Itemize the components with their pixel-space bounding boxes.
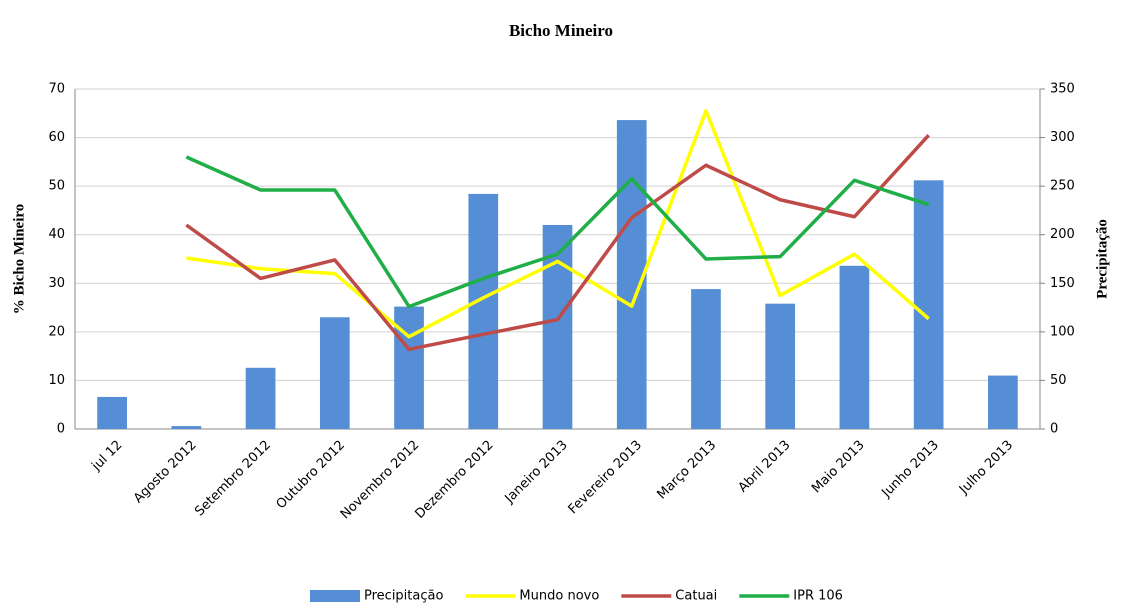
- line: [186, 109, 930, 339]
- bar: [839, 265, 870, 429]
- x-tick-label: Janeiro 2013: [502, 438, 571, 507]
- y2-tick-label: 150: [1050, 276, 1075, 291]
- bar: [468, 193, 499, 429]
- x-tick-label: Fevereiro 2013: [566, 438, 645, 517]
- bar: [171, 426, 202, 429]
- bar: [913, 180, 944, 429]
- x-tick-label: Maio 2013: [809, 438, 868, 497]
- x-tick-label: Junho 2013: [879, 438, 942, 501]
- y-tick-label: 40: [48, 227, 65, 242]
- bar: [97, 396, 127, 429]
- legend-swatch: [310, 590, 360, 602]
- x-tick-label: Outubro 2012: [274, 438, 348, 512]
- y2-tick-label: 100: [1050, 324, 1075, 339]
- bar: [245, 367, 276, 429]
- bar: [691, 289, 721, 429]
- legend-label: Mundo novo: [519, 589, 599, 604]
- x-tick-label: Julho 2013: [956, 438, 1016, 498]
- y-axis-label: % Bicho Mineiro: [11, 204, 27, 315]
- x-tick-label: Abril 2013: [736, 438, 794, 496]
- y-tick-label: 0: [57, 422, 65, 437]
- x-tick-label: jul 12: [89, 438, 126, 475]
- y2-tick-label: 200: [1050, 227, 1075, 242]
- y-tick-label: 50: [48, 179, 65, 194]
- legend-label: Precipitação: [364, 589, 443, 604]
- y2-tick-label: 300: [1050, 130, 1075, 145]
- y-tick-label: 60: [48, 130, 65, 145]
- y2-tick-label: 0: [1050, 422, 1058, 437]
- bar: [765, 303, 796, 429]
- y-tick-label: 10: [48, 373, 65, 388]
- legend-label: IPR 106: [793, 589, 843, 604]
- x-tick-label: Agosto 2012: [131, 438, 200, 507]
- y2-axis-label: Precipitação: [1094, 219, 1110, 299]
- y-tick-label: 20: [48, 324, 65, 339]
- y2-tick-label: 350: [1050, 82, 1075, 97]
- line: [185, 155, 930, 309]
- x-tick-label: Dezembro 2012: [412, 438, 496, 522]
- y2-tick-label: 50: [1050, 373, 1067, 388]
- line: [185, 133, 930, 352]
- bar: [616, 120, 647, 429]
- legend-label: Catuai: [675, 589, 717, 604]
- bar: [988, 375, 1018, 429]
- chart-title: Bicho Mineiro: [509, 21, 613, 40]
- y-tick-label: 70: [48, 82, 65, 97]
- x-tick-label: Março 2013: [655, 438, 720, 503]
- x-tick-label: Setembro 2012: [192, 438, 274, 520]
- y-tick-label: 30: [48, 276, 65, 291]
- y2-tick-label: 250: [1050, 179, 1075, 194]
- x-tick-label: Novembro 2012: [338, 438, 423, 523]
- bar: [394, 306, 424, 429]
- bar: [319, 317, 350, 429]
